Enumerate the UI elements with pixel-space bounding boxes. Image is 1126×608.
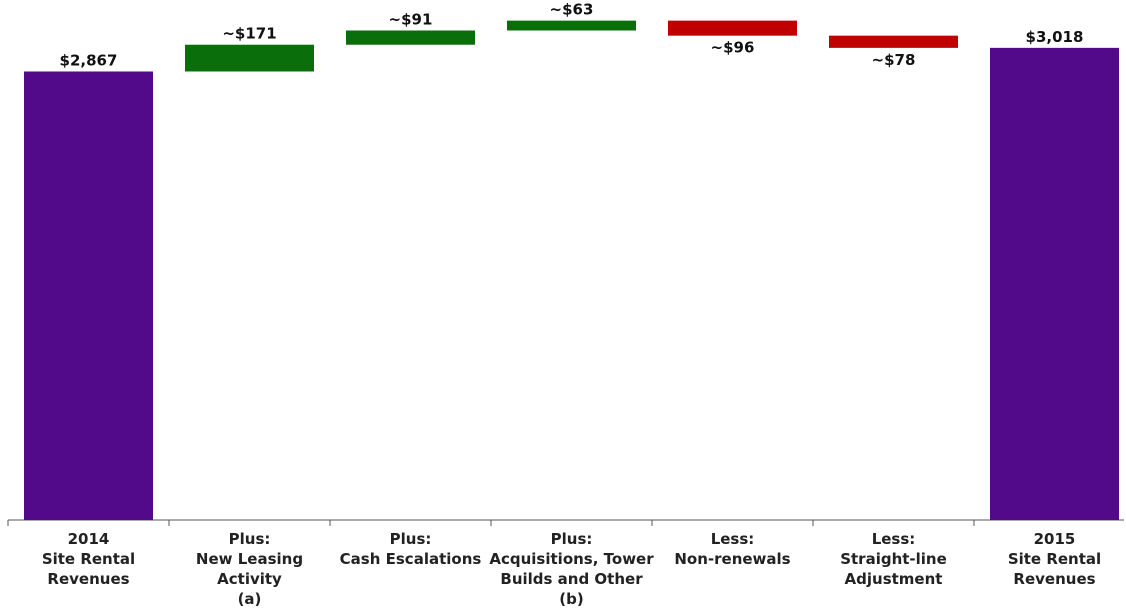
bar-value-label: ~$171 <box>222 25 276 43</box>
category-label-line: Activity <box>217 570 282 588</box>
category-label: Plus: Cash Escalations <box>340 530 482 568</box>
bar-value-label: $2,867 <box>60 51 118 69</box>
category-label-line: Non-renewals <box>674 550 790 568</box>
category-label-line: Site Rental <box>42 550 135 568</box>
category-label: 2015 Site Rental Revenues <box>1008 530 1101 588</box>
bar-value-label: ~$91 <box>389 10 433 28</box>
category-label-line: Plus: <box>390 530 432 548</box>
category-label-line: New Leasing <box>196 550 303 568</box>
bar-increase <box>185 44 314 72</box>
bar-decrease <box>829 35 958 48</box>
category-label-line: Straight-line <box>840 550 947 568</box>
category-label-line: Acquisitions, Tower <box>489 550 654 568</box>
bar-value-label: ~$63 <box>550 1 594 19</box>
category-label-line: Site Rental <box>1008 550 1101 568</box>
category-label-line: Less: <box>872 530 916 548</box>
category-label-line: 2014 <box>68 530 110 548</box>
bars-group <box>24 20 1119 521</box>
x-axis-ticks <box>7 520 975 526</box>
category-label-line: Builds and Other <box>500 570 643 588</box>
bar-value-label: ~$78 <box>872 51 916 69</box>
category-label-line: Plus: <box>229 530 271 548</box>
bar-decrease <box>668 20 797 36</box>
category-label: Less: Straight-line Adjustment <box>840 530 947 588</box>
category-labels-group: 2014 Site Rental Revenues Plus: New Leasing A… <box>42 530 1101 608</box>
category-label-line: Revenues <box>47 570 129 588</box>
bar-increase <box>507 20 636 31</box>
category-label: Less: Non-renewals <box>674 530 790 568</box>
value-labels-group: $2,867 ~$171 ~$91 ~$63 ~$96 ~$78 $3,018 <box>60 1 1084 70</box>
category-label-line: Adjustment <box>845 570 943 588</box>
category-label-line: Revenues <box>1013 570 1095 588</box>
category-label-line: (b) <box>559 590 583 608</box>
category-label-line: 2015 <box>1034 530 1076 548</box>
bar-value-label: $3,018 <box>1026 28 1084 46</box>
bar-total <box>24 71 153 520</box>
category-label: Plus: Acquisitions, Tower Builds and Other… <box>489 530 654 608</box>
bar-total <box>990 47 1119 521</box>
category-label-line: Cash Escalations <box>340 550 482 568</box>
category-label-line: Plus: <box>551 530 593 548</box>
category-label-line: Less: <box>711 530 755 548</box>
category-label: Plus: New Leasing Activity (a) <box>196 530 303 608</box>
bar-value-label: ~$96 <box>711 39 755 57</box>
category-label: 2014 Site Rental Revenues <box>42 530 135 588</box>
category-label-line: (a) <box>238 590 262 608</box>
bar-increase <box>346 30 475 45</box>
